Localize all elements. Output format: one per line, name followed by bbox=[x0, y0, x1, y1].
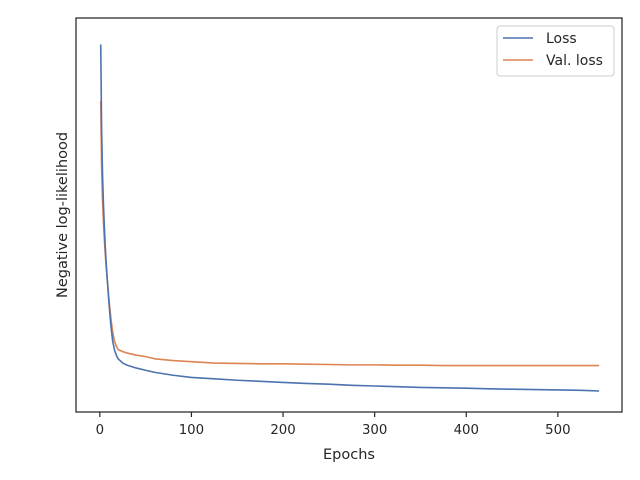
x-axis-label: Epochs bbox=[323, 447, 375, 463]
x-tick-label: 0 bbox=[96, 423, 104, 438]
x-tick-label: 100 bbox=[179, 423, 204, 438]
legend-label-val-loss: Val. loss bbox=[546, 53, 603, 69]
series-lines bbox=[99, 44, 600, 392]
legend-label-loss: Loss bbox=[546, 31, 577, 47]
x-tick-label: 200 bbox=[270, 423, 295, 438]
plot-area bbox=[76, 18, 622, 412]
legend: Loss Val. loss bbox=[496, 25, 615, 77]
x-tick-label: 400 bbox=[454, 423, 479, 438]
series-line-loss bbox=[99, 44, 600, 392]
x-tick-label: 500 bbox=[545, 423, 570, 438]
y-axis-label: Negative log-likelihood bbox=[55, 132, 71, 298]
x-tick-label: 300 bbox=[362, 423, 387, 438]
plot-frame bbox=[75, 17, 623, 413]
x-axis-ticks: 0 100 200 300 400 500 bbox=[96, 412, 571, 438]
